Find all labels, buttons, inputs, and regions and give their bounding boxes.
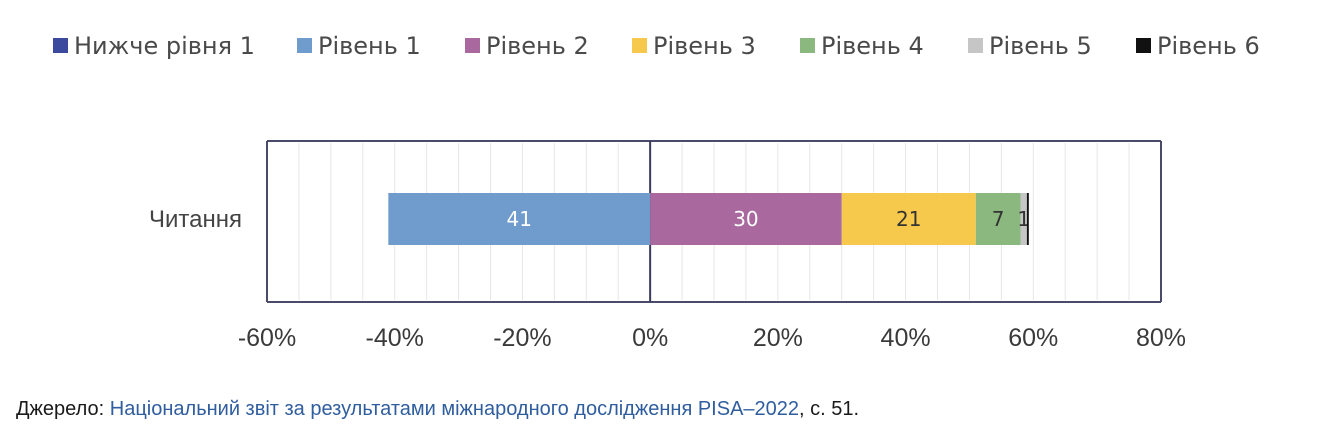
x-tick-labels: -60% -40% -20% 0% 20% 40% 60% 80% bbox=[238, 324, 1186, 352]
legend-swatch bbox=[297, 38, 312, 53]
source-prefix: Джерело: bbox=[16, 398, 110, 420]
legend-label: Рівень 3 bbox=[653, 32, 756, 60]
data-label: 30 bbox=[733, 207, 758, 231]
x-tick-label: 80% bbox=[1136, 324, 1186, 352]
plot-frame bbox=[266, 140, 1162, 303]
data-label: 21 bbox=[896, 207, 921, 231]
x-tick-label: 60% bbox=[1008, 324, 1058, 352]
bars: 41 30 21 7 1 bbox=[388, 193, 1030, 245]
source-note: Джерело: Національний звіт за результата… bbox=[16, 398, 859, 421]
legend-item: Рівень 5 bbox=[968, 32, 1092, 60]
legend-label: Рівень 5 bbox=[989, 32, 1092, 60]
chart: Нижче рівня 1 Рівень 1 Рівень 2 Рівень 3 Рів… bbox=[53, 32, 1260, 352]
x-tick-label: 40% bbox=[881, 324, 931, 352]
x-tick-label: 20% bbox=[753, 324, 803, 352]
legend-swatch bbox=[632, 38, 647, 53]
legend-item: Рівень 2 bbox=[465, 32, 589, 60]
legend-item: Рівень 3 bbox=[632, 32, 756, 60]
legend-label: Рівень 4 bbox=[821, 32, 924, 60]
legend-label: Рівень 2 bbox=[486, 32, 589, 60]
legend-item: Рівень 6 bbox=[1136, 32, 1260, 60]
legend: Нижче рівня 1 Рівень 1 Рівень 2 Рівень 3 Рів… bbox=[53, 32, 1260, 60]
data-label: 41 bbox=[507, 207, 532, 231]
bar-рівень-2 bbox=[650, 193, 842, 245]
bar-рівень-5 bbox=[1020, 193, 1027, 245]
bar-рівень-4 bbox=[975, 193, 1021, 245]
legend-swatch bbox=[465, 38, 480, 53]
legend-swatch bbox=[800, 38, 815, 53]
legend-swatch bbox=[53, 38, 68, 53]
x-tick-label: -60% bbox=[238, 324, 296, 352]
legend-label: Рівень 6 bbox=[1157, 32, 1260, 60]
category-label: Читання bbox=[149, 206, 242, 233]
legend-swatch bbox=[1136, 38, 1151, 53]
source-link[interactable]: Національний звіт за результатами міжнар… bbox=[109, 398, 800, 420]
data-label: 1 bbox=[1017, 207, 1030, 231]
data-label: 7 bbox=[992, 207, 1005, 231]
bar-рівень-1 bbox=[388, 193, 651, 245]
legend-swatch bbox=[968, 38, 983, 53]
legend-item: Рівень 4 bbox=[800, 32, 924, 60]
legend-label: Рівень 1 bbox=[318, 32, 421, 60]
bar-рівень-6 bbox=[1026, 193, 1029, 245]
category-labels: Читання bbox=[149, 206, 242, 233]
x-tick-label: -20% bbox=[493, 324, 551, 352]
bar-рівень-3 bbox=[841, 193, 976, 245]
x-tick-label: 0% bbox=[632, 324, 668, 352]
legend-item: Нижче рівня 1 bbox=[53, 32, 255, 60]
legend-label: Нижче рівня 1 bbox=[74, 32, 255, 60]
source-suffix: , с. 51. bbox=[799, 398, 860, 420]
legend-item: Рівень 1 bbox=[297, 32, 421, 60]
x-tick-label: -40% bbox=[366, 324, 424, 352]
